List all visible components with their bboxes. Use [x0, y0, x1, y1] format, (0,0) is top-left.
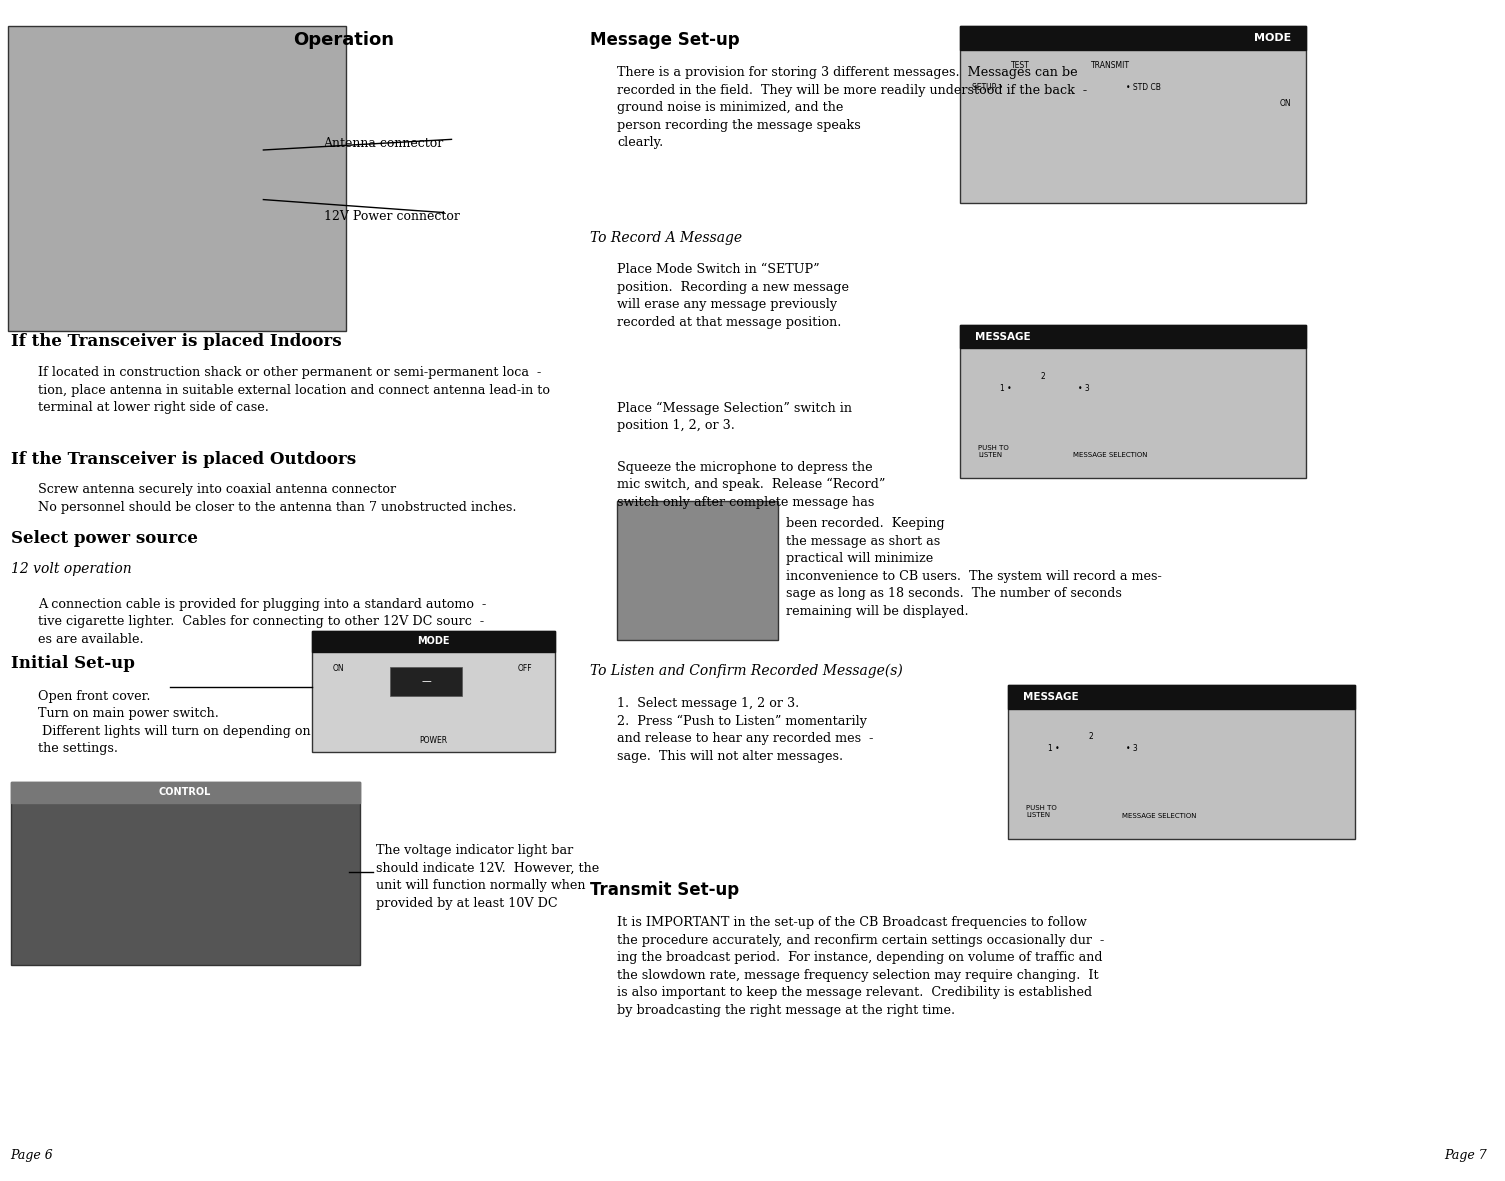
Text: • 3: • 3 — [1126, 744, 1138, 753]
Text: Squeeze the microphone to depress the
mic switch, and speak.  Release “Record”
s: Squeeze the microphone to depress the mi… — [617, 461, 885, 509]
Bar — [390, 667, 462, 696]
Bar — [617, 501, 778, 640]
Text: 1.  Select message 1, 2 or 3.
2.  Press “Push to Listen” momentarily
and release: 1. Select message 1, 2 or 3. 2. Press “P… — [617, 697, 873, 763]
Text: POWER: POWER — [420, 736, 447, 745]
Text: MESSAGE SELECTION: MESSAGE SELECTION — [1073, 452, 1148, 458]
Text: Initial Set-up: Initial Set-up — [11, 655, 134, 672]
Text: been recorded.  Keeping
the message as short as
practical will minimize
inconven: been recorded. Keeping the message as sh… — [786, 517, 1162, 618]
Bar — [960, 325, 1306, 348]
Text: MODE: MODE — [417, 637, 450, 646]
Text: MODE: MODE — [1254, 33, 1291, 43]
Bar — [1008, 685, 1354, 839]
Text: TRANSMIT: TRANSMIT — [1091, 61, 1130, 71]
Text: MESSAGE: MESSAGE — [1023, 692, 1079, 702]
Bar — [960, 26, 1306, 203]
Text: 1 •: 1 • — [1047, 744, 1060, 753]
Text: Operation: Operation — [293, 31, 394, 48]
Text: • STD CB: • STD CB — [1126, 83, 1160, 92]
Text: OFF: OFF — [518, 664, 533, 673]
Bar — [1008, 685, 1354, 709]
Text: Page 7: Page 7 — [1445, 1149, 1487, 1162]
Text: MESSAGE SELECTION: MESSAGE SELECTION — [1121, 813, 1196, 818]
Bar — [960, 325, 1306, 478]
Text: 12 volt operation: 12 volt operation — [11, 562, 131, 576]
Text: ON: ON — [333, 664, 345, 673]
Bar — [960, 26, 1306, 50]
Text: If the Transceiver is placed Indoors: If the Transceiver is placed Indoors — [11, 333, 342, 350]
Text: Select power source: Select power source — [11, 530, 197, 547]
Text: CONTROL: CONTROL — [160, 788, 211, 797]
Text: Message Set-up: Message Set-up — [590, 31, 739, 48]
Bar — [312, 631, 555, 752]
Text: 2: 2 — [1040, 372, 1046, 381]
Text: If the Transceiver is placed Outdoors: If the Transceiver is placed Outdoors — [11, 451, 355, 468]
Text: PUSH TO
LISTEN: PUSH TO LISTEN — [978, 445, 1008, 458]
Text: Transmit Set-up: Transmit Set-up — [590, 881, 739, 899]
Text: If located in construction shack or other permanent or semi-permanent loca  -
ti: If located in construction shack or othe… — [38, 366, 549, 415]
Bar — [8, 26, 346, 331]
Text: A connection cable is provided for plugging into a standard automo  -
tive cigar: A connection cable is provided for plugg… — [38, 598, 486, 646]
Text: 12V Power connector: 12V Power connector — [324, 210, 459, 223]
Text: 2: 2 — [1088, 732, 1094, 742]
Text: SETUP •: SETUP • — [972, 83, 1004, 92]
Text: —: — — [421, 677, 430, 686]
Text: Screw antenna securely into coaxial antenna connector
No personnel should be clo: Screw antenna securely into coaxial ante… — [38, 483, 516, 514]
Text: The voltage indicator light bar
should indicate 12V.  However, the
unit will fun: The voltage indicator light bar should i… — [376, 844, 599, 909]
Bar — [11, 782, 360, 803]
Bar — [11, 782, 360, 965]
Text: ON: ON — [1279, 99, 1291, 109]
Text: Antenna connector: Antenna connector — [324, 137, 444, 150]
Text: Open front cover.
Turn on main power switch.
 Different lights will turn on depe: Open front cover. Turn on main power swi… — [38, 690, 310, 755]
Text: Place Mode Switch in “SETUP”
position.  Recording a new message
will erase any m: Place Mode Switch in “SETUP” position. R… — [617, 263, 849, 328]
Text: To Listen and Confirm Recorded Message(s): To Listen and Confirm Recorded Message(s… — [590, 664, 903, 678]
Text: TEST: TEST — [1011, 61, 1029, 71]
Text: It is IMPORTANT in the set-up of the CB Broadcast frequencies to follow
the proc: It is IMPORTANT in the set-up of the CB … — [617, 916, 1105, 1017]
Text: MESSAGE: MESSAGE — [975, 332, 1031, 341]
Text: There is a provision for storing 3 different messages.  Messages can be
recorded: There is a provision for storing 3 diffe… — [617, 66, 1087, 149]
Text: To Record A Message: To Record A Message — [590, 231, 742, 246]
Text: Page 6: Page 6 — [11, 1149, 53, 1162]
Text: 1 •: 1 • — [999, 384, 1011, 393]
Text: • 3: • 3 — [1078, 384, 1090, 393]
Bar — [312, 631, 555, 652]
Text: PUSH TO
LISTEN: PUSH TO LISTEN — [1026, 805, 1057, 818]
Text: Place “Message Selection” switch in
position 1, 2, or 3.: Place “Message Selection” switch in posi… — [617, 402, 852, 432]
